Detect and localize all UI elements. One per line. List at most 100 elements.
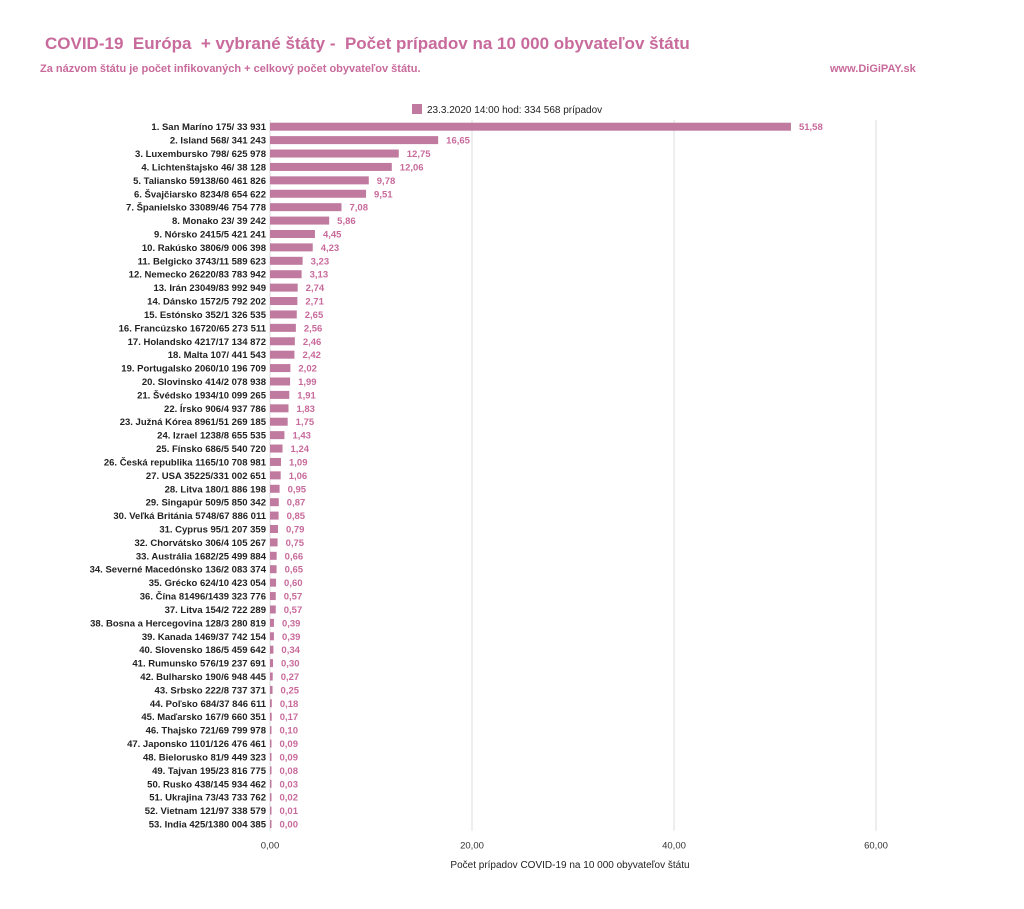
value-label: 0,34 — [281, 645, 300, 656]
value-label: 2,46 — [303, 337, 322, 348]
bar — [270, 216, 330, 225]
bar — [270, 645, 274, 654]
value-label: 2,56 — [304, 323, 323, 334]
bar — [270, 323, 296, 332]
bar — [270, 578, 277, 587]
value-label: 0,30 — [281, 659, 300, 670]
category-label: 25. Fínsko 686/5 540 720 — [156, 444, 266, 455]
value-label: 0,60 — [284, 578, 303, 589]
x-tick-label: 40,00 — [662, 841, 686, 852]
bar — [270, 592, 276, 601]
category-label: 48. Bielorusko 81/9 449 323 — [143, 752, 266, 763]
value-label: 0,57 — [284, 605, 303, 616]
category-label: 45. Maďarsko 167/9 660 351 — [141, 712, 266, 723]
value-label: 9,51 — [374, 189, 393, 200]
gridlines — [269, 120, 877, 831]
bar — [270, 565, 277, 574]
value-label: 0,85 — [287, 511, 306, 522]
bar — [270, 390, 290, 399]
chart-title: COVID-19 Európa + vybrané štáty - Počet … — [45, 34, 690, 53]
value-label: 0,39 — [282, 618, 301, 629]
bar — [270, 806, 272, 815]
value-label: 1,91 — [297, 390, 316, 401]
bar — [270, 444, 283, 453]
value-label: 51,58 — [799, 122, 823, 133]
category-label: 52. Vietnam 121/97 338 579 — [145, 806, 266, 817]
value-label: 0,87 — [287, 498, 306, 509]
value-label: 3,13 — [310, 270, 329, 281]
category-label: 20. Slovinsko 414/2 078 938 — [142, 377, 266, 388]
bar — [270, 297, 298, 306]
category-label: 44. Poľsko 684/37 846 611 — [150, 699, 267, 710]
bar — [270, 122, 791, 131]
x-tick-label: 0,00 — [261, 841, 280, 852]
bar — [270, 712, 272, 721]
category-label: 41. Rumunsko 576/19 237 691 — [132, 659, 266, 670]
value-label: 2,02 — [298, 364, 317, 375]
value-label: 16,65 — [446, 136, 470, 147]
value-label: 0,03 — [280, 779, 299, 790]
value-label: 0,18 — [280, 699, 299, 710]
value-label: 0,27 — [281, 672, 300, 683]
category-label: 15. Estónsko 352/1 326 535 — [144, 310, 267, 321]
value-label: 12,06 — [400, 162, 424, 173]
value-label: 0,95 — [288, 484, 307, 495]
category-label: 7. Španielsko 33089/46 754 778 — [126, 202, 266, 214]
value-label: 1,06 — [289, 471, 308, 482]
bar — [270, 377, 291, 386]
category-label: 16. Francúzsko 16720/65 273 511 — [119, 323, 267, 334]
value-label: 0,09 — [280, 752, 299, 763]
bars — [270, 122, 791, 829]
category-label: 35. Grécko 624/10 423 054 — [149, 578, 267, 589]
website-label: www.DiGiPAY.sk — [830, 63, 916, 75]
category-label: 31. Cyprus 95/1 207 359 — [159, 525, 266, 536]
category-label: 21. Švédsko 1934/10 099 265 — [137, 389, 267, 401]
category-label: 42. Bulharsko 190/6 948 445 — [140, 672, 266, 683]
bar — [270, 685, 273, 694]
category-label: 10. Rakúsko 3806/9 006 398 — [142, 243, 266, 254]
bar — [270, 136, 439, 145]
bar — [270, 417, 288, 426]
value-label: 0,75 — [286, 538, 305, 549]
value-label: 0,08 — [280, 766, 299, 777]
bar — [270, 672, 273, 681]
category-label: 53. India 425/1380 004 385 — [149, 820, 267, 831]
bar — [270, 283, 298, 292]
bar — [270, 203, 342, 212]
value-label: 0,01 — [280, 806, 299, 817]
bar — [270, 471, 281, 480]
category-label: 13. Irán 23049/83 992 949 — [153, 283, 266, 294]
value-label: 1,09 — [289, 457, 308, 468]
value-label: 1,43 — [292, 431, 311, 442]
bar — [270, 618, 274, 627]
value-label: 2,71 — [305, 297, 324, 308]
bar — [270, 752, 272, 761]
value-label: 0,39 — [282, 632, 301, 643]
value-label: 1,24 — [291, 444, 310, 455]
category-label: 17. Holandsko 4217/17 134 872 — [128, 337, 266, 348]
category-label: 30. Veľká Británia 5748/67 886 011 — [113, 511, 266, 522]
value-label: 2,65 — [305, 310, 324, 321]
value-label: 0,02 — [280, 793, 299, 804]
category-label: 36. Čína 81496/1439 323 776 — [140, 591, 266, 603]
category-label: 38. Bosna a Hercegovina 128/3 280 819 — [90, 618, 266, 629]
category-labels: 1. San Maríno 175/ 33 931 2. Island 568/ … — [90, 122, 267, 830]
category-label: 29. Singapúr 509/5 850 342 — [146, 498, 266, 509]
bar — [270, 457, 282, 466]
bar — [270, 404, 289, 413]
x-axis-ticks: 0,00 20,00 40,00 60,00 — [261, 841, 888, 852]
legend-swatch — [412, 104, 422, 114]
x-axis-title: Počet prípadov COVID-19 na 10 000 obyvat… — [450, 860, 689, 871]
bar — [270, 793, 272, 802]
category-label: 27. USA 35225/331 002 651 — [146, 471, 267, 482]
value-label: 9,78 — [377, 176, 396, 187]
value-label: 12,75 — [407, 149, 431, 160]
category-label: 24. Izrael 1238/8 655 535 — [157, 431, 267, 442]
legend-label: 23.3.2020 14:00 hod: 334 568 prípadov — [427, 105, 602, 116]
category-label: 9. Nórsko 2415/5 421 241 — [154, 229, 267, 240]
bar — [270, 820, 272, 829]
category-label: 26. Česká republika 1165/10 708 981 — [104, 456, 267, 468]
category-label: 12. Nemecko 26220/83 783 942 — [129, 270, 266, 281]
bar — [270, 256, 303, 265]
category-label: 3. Luxembursko 798/ 625 978 — [135, 149, 266, 160]
